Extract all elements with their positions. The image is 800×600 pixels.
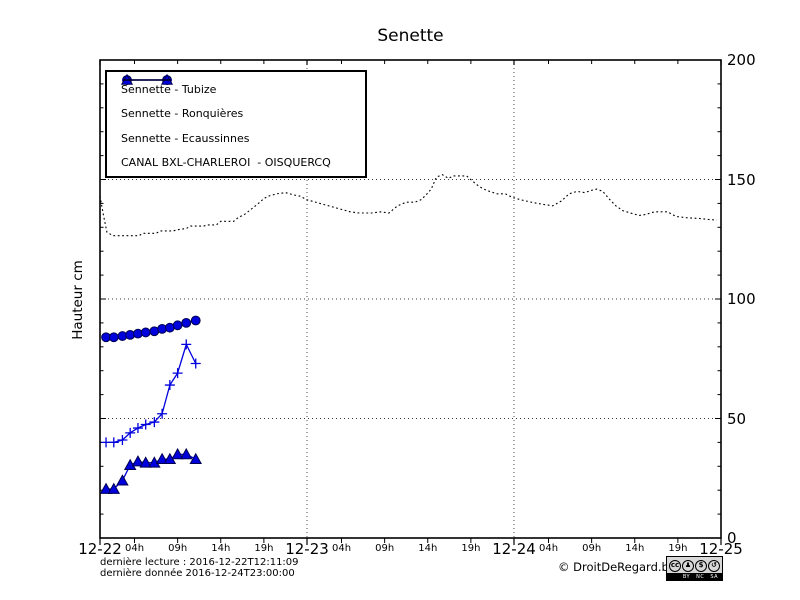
y-tick-label: 50 [727, 409, 747, 428]
marker-triangle [107, 482, 121, 494]
x-tick-label-day: 12-24 [492, 540, 536, 558]
cc-logo-icon: cc [669, 559, 681, 572]
cc-by-label: BY [682, 573, 691, 580]
y-tick-label: 100 [727, 290, 756, 308]
x-tick-label-day: 12-23 [285, 540, 329, 558]
marker-triangle [131, 455, 145, 467]
marker-plus [149, 417, 160, 428]
x-tick-label-hour: 14h [418, 543, 438, 554]
series-line [106, 342, 197, 444]
y-axis-label: Hauteur cm [70, 260, 86, 340]
y-tick-label: 200 [727, 51, 756, 69]
x-tick-label-hour: 04h [124, 543, 145, 554]
x-tick-label-day: 12-22 [78, 540, 122, 558]
marker-triangle [139, 456, 152, 468]
y-tick-label: 150 [727, 170, 756, 189]
marker-triangle [180, 447, 193, 460]
x-tick-label-hour: 09h [375, 543, 395, 554]
marker-plus [164, 380, 175, 391]
marker-plus [132, 423, 143, 434]
chart-title: Senette [377, 26, 444, 46]
cc-icons-row: cc ♟ $ ↺ [667, 557, 722, 573]
marker-circle [140, 327, 151, 338]
cc-labels-strip: BY NC SA [667, 573, 722, 580]
x-tick-label-hour: 14h [625, 543, 645, 554]
marker-triangle [189, 452, 202, 465]
cc-sa-icon: ↺ [708, 559, 720, 572]
x-tick-label-hour: 04h [538, 543, 559, 554]
copyright-text: © DroitDeRegard.be [558, 560, 676, 574]
x-tick-label-hour: 09h [168, 543, 188, 554]
cc-sa-label: SA [710, 573, 718, 580]
x-tick-label-hour: 19h [668, 543, 688, 554]
legend-label: CANAL BXL-CHARLEROI - OISQUERCQ [121, 156, 331, 170]
legend-marker-none [123, 79, 171, 81]
marker-plus [190, 358, 201, 369]
last-data-text: dernière donnée 2016-12-24T23:00:00 [100, 568, 295, 579]
marker-circle [190, 315, 201, 326]
legend-label: Sennette - Ecaussinnes [121, 131, 250, 145]
marker-plus [181, 339, 192, 350]
marker-triangle [155, 452, 169, 465]
legend-item: Sennette - Ecaussinnes [107, 73, 365, 151]
x-tick-label-hour: 19h [254, 543, 274, 554]
marker-plus [117, 435, 128, 446]
legend-label: Sennette - Ronquières [121, 107, 244, 121]
legend-item: CANAL BXL-CHARLEROI - OISQUERCQ [107, 79, 365, 176]
marker-circle [181, 318, 192, 328]
marker-circle [108, 332, 119, 343]
marker-triangle [116, 474, 129, 486]
x-tick-label-hour: 14h [211, 543, 231, 554]
series-line [99, 174, 717, 237]
cc-by-icon: ♟ [682, 559, 694, 572]
x-tick-label-hour: 19h [461, 543, 481, 554]
legend-label: Sennette - Tubize [121, 82, 217, 96]
marker-plus [140, 419, 151, 430]
legend-item: Sennette - Ronquières [107, 75, 365, 127]
cc-nc-icon: $ [695, 559, 707, 572]
marker-plus [108, 437, 119, 448]
cc-license-badge: cc ♟ $ ↺ BY NC SA [666, 556, 723, 581]
last-reading-text: dernière lecture : 2016-12-22T12:11:09 [100, 557, 299, 568]
marker-triangle [99, 482, 113, 494]
x-tick-label-hour: 04h [331, 543, 352, 554]
marker-triangle [171, 447, 184, 460]
y-tick-label: 0 [727, 529, 737, 547]
legend: Sennette - Tubize Sennette - Ronquières Se… [105, 70, 367, 178]
marker-plus [125, 427, 136, 438]
cc-nc-label: NC [696, 573, 705, 580]
marker-plus [157, 408, 168, 419]
marker-plus [172, 368, 183, 379]
x-tick-label-day: 12-25 [699, 540, 743, 558]
marker-circle [172, 320, 183, 331]
x-tick-label-hour: 09h [582, 543, 602, 554]
